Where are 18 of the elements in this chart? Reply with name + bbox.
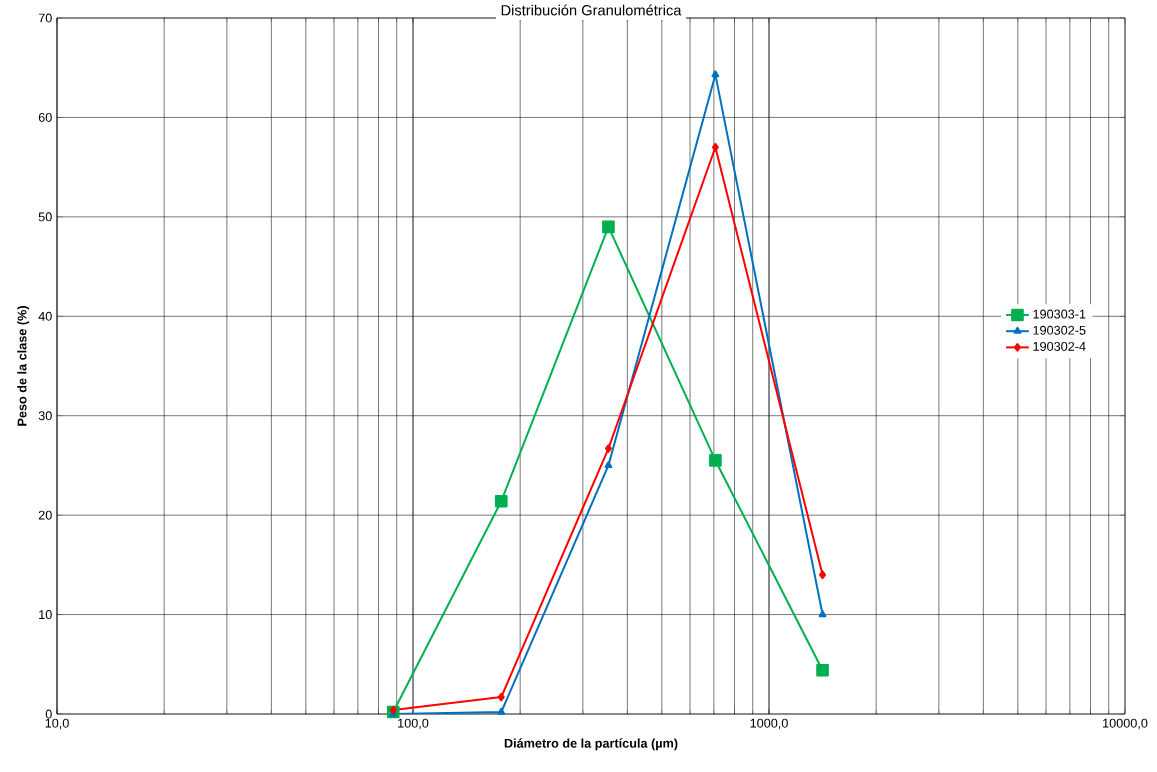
y-axis-title: Peso de la clase (%) [17,306,30,426]
y-tick-label: 60 [38,112,52,122]
y-tick-label: 50 [38,212,52,222]
x-axis-title: Diámetro de la partícula (µm) [504,738,678,751]
x-tick-label: 10,0 [45,718,69,730]
y-tick-label: 40 [38,311,52,321]
x-tick-label: 1000,0 [750,718,788,730]
y-tick-label: 10 [39,610,52,620]
x-tick-label: 10000,0 [1103,718,1148,730]
y-tick-label: 70 [38,13,52,23]
chart-title: Distribución Granulométrica [501,4,682,16]
y-tick-label: 0 [45,709,52,719]
y-tick-label: 30 [38,411,52,421]
legend-label: 190302-5 [1033,325,1086,335]
legend-label: 190303-1 [1033,309,1086,319]
legend-label: 190302-4 [1033,341,1086,351]
x-tick-label: 100,0 [398,718,429,730]
y-tick-label: 20 [38,510,52,520]
